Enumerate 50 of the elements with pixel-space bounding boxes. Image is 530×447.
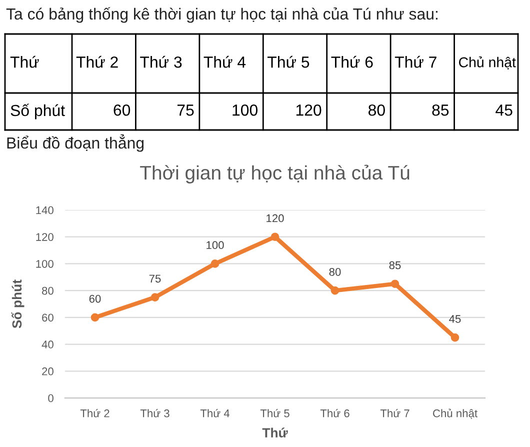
text: Thứ xyxy=(10,56,39,68)
x-tick-label: Thứ 3 xyxy=(140,408,170,418)
category-label: Chủ nhật xyxy=(459,56,516,70)
x-tick-label: Thứ 2 xyxy=(80,408,110,418)
y-tick-label: 40 xyxy=(42,340,54,348)
y-tick-label: 80 xyxy=(42,286,54,295)
data-label: 60 xyxy=(89,294,101,303)
point xyxy=(150,293,160,302)
point xyxy=(90,313,100,322)
data-label: 120 xyxy=(296,104,322,116)
chart-title: Thời gian tự học tại nhà của Tú xyxy=(140,164,410,184)
category-label: Thứ 7 xyxy=(394,56,436,68)
x-tick-label: Thứ 5 xyxy=(260,408,290,418)
text: Ta có bảng thống kê thời gian tự học tại nhà của Tú như sau: xyxy=(6,7,438,23)
text: Biểu đồ đoạn thẳng xyxy=(7,134,144,152)
data-label: 85 xyxy=(389,261,401,270)
y-tick-label: 120 xyxy=(36,233,54,241)
data-label: 45 xyxy=(496,104,512,116)
point xyxy=(450,333,460,342)
data-label: 45 xyxy=(449,315,461,323)
category-label: Thứ 2 xyxy=(76,56,118,68)
data-label: 60 xyxy=(114,104,130,116)
x-tick-label: Chủ nhật xyxy=(433,408,478,419)
data-label: 80 xyxy=(368,104,385,116)
data-label: 75 xyxy=(149,274,161,283)
point xyxy=(330,286,340,295)
point xyxy=(390,280,400,288)
data-label: 100 xyxy=(232,104,258,116)
category-label: Thứ 5 xyxy=(268,56,310,68)
y-tick-label: 20 xyxy=(42,367,54,376)
data-label: 75 xyxy=(177,104,194,116)
category-label: Thứ 6 xyxy=(331,56,373,68)
y-tick-label: 100 xyxy=(36,260,54,268)
y-axis-title: Số phút xyxy=(11,280,24,328)
point xyxy=(270,232,280,242)
data-label: 85 xyxy=(432,104,449,116)
text: Số phút xyxy=(10,104,65,120)
y-tick-label: 0 xyxy=(48,394,54,402)
data-label: 100 xyxy=(206,241,224,250)
x-tick-label: Thứ 7 xyxy=(380,408,410,418)
x-axis-title: Thứ xyxy=(262,428,288,438)
data-label: 120 xyxy=(266,214,284,222)
y-tick-label: 140 xyxy=(36,206,54,214)
data-label: 80 xyxy=(329,268,341,276)
point xyxy=(210,260,220,268)
x-tick-label: Thứ 4 xyxy=(200,408,230,418)
category-label: Thứ 3 xyxy=(140,56,182,68)
x-tick-label: Thứ 6 xyxy=(320,408,350,418)
y-tick-label: 60 xyxy=(42,314,54,322)
category-label: Thứ 4 xyxy=(204,56,246,68)
